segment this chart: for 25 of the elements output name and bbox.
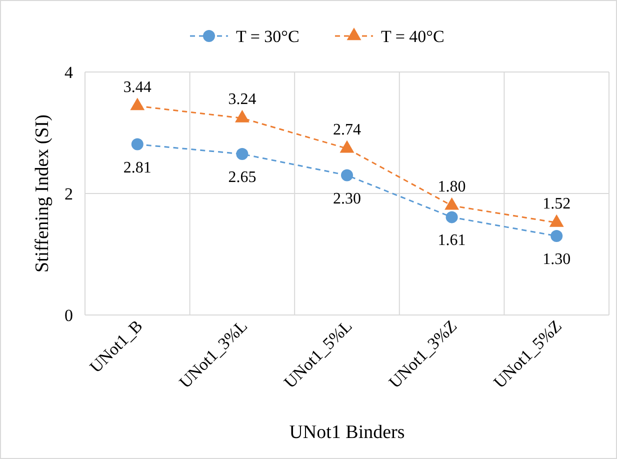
- point: [446, 211, 458, 224]
- legend-label: T = 30°C: [236, 27, 300, 46]
- y-axis-title: Stiffening Index (SI): [32, 114, 53, 272]
- data-label: 2.81: [123, 159, 152, 176]
- data-label: 1.30: [542, 251, 571, 268]
- point: [550, 230, 563, 242]
- data-label: 2.74: [333, 122, 361, 139]
- point: [234, 110, 250, 122]
- data-label: 2.65: [228, 169, 256, 186]
- y-tick-label: 2: [64, 184, 73, 204]
- point: [131, 138, 144, 150]
- point: [130, 98, 145, 110]
- data-label: 1.80: [438, 178, 466, 196]
- legend-label: T = 40°C: [381, 27, 444, 46]
- point: [341, 169, 353, 182]
- data-label: 3.44: [123, 79, 152, 96]
- data-label: 1.52: [542, 196, 571, 213]
- point: [340, 140, 354, 153]
- y-tick-label: 0: [64, 306, 73, 325]
- point: [236, 148, 248, 160]
- data-label: 1.61: [438, 232, 466, 250]
- data-label: 2.30: [333, 190, 361, 208]
- x-axis-title: UNot1 Binders: [289, 422, 405, 443]
- data-label: 3.24: [228, 91, 256, 108]
- y-tick-label: 4: [64, 63, 74, 82]
